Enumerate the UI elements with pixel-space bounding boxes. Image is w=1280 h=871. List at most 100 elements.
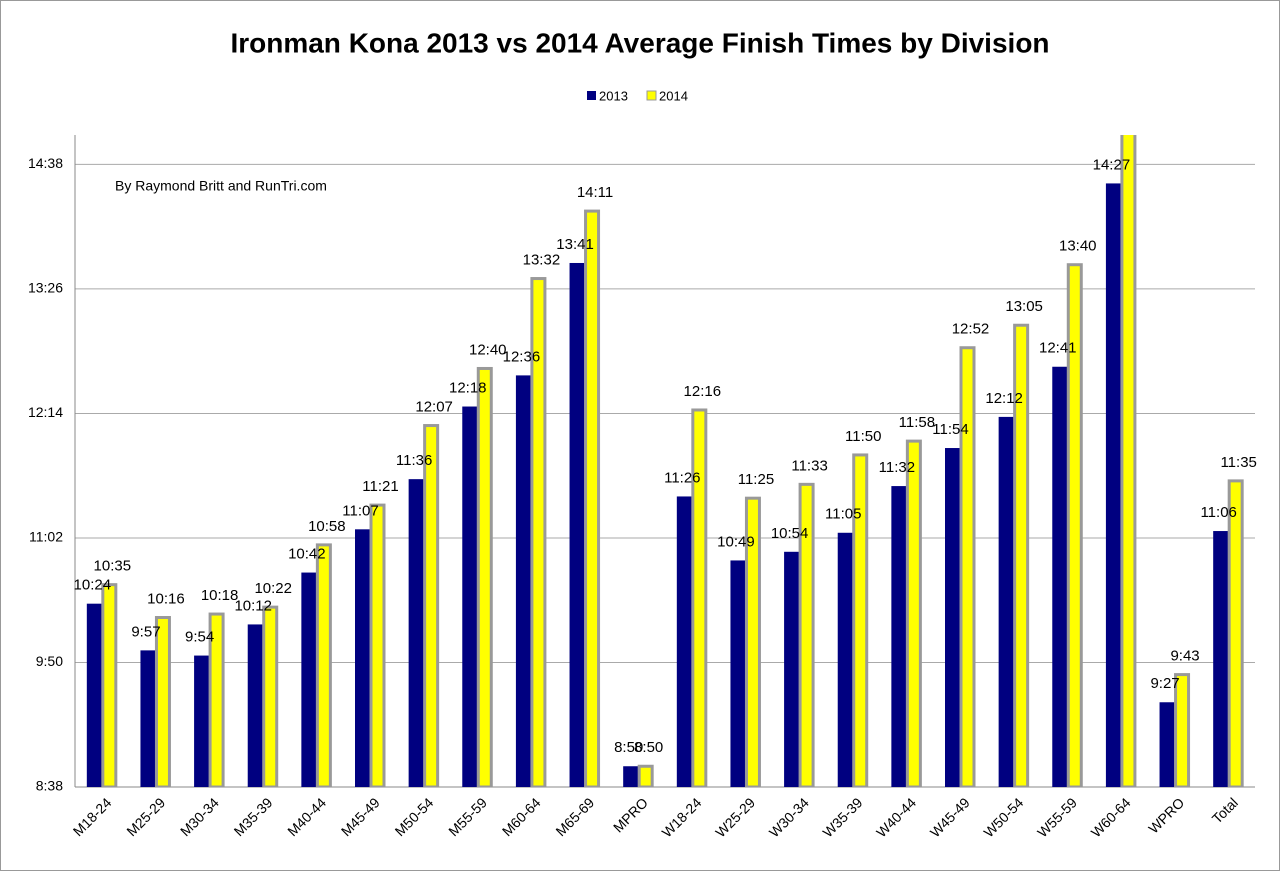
data-label: 10:58 [308, 518, 346, 535]
data-label: 10:42 [288, 546, 326, 563]
bar [1052, 366, 1068, 787]
bar [1120, 135, 1137, 787]
bar [262, 605, 279, 787]
bar [945, 448, 960, 787]
bar [1174, 673, 1191, 787]
data-label: 12:18 [449, 379, 487, 396]
bar [798, 482, 815, 787]
data-label: 12:16 [684, 383, 722, 400]
legend-swatch [587, 91, 596, 100]
data-label: 13:05 [1005, 298, 1043, 315]
data-label: 11:07 [342, 502, 378, 519]
data-label: 13:32 [523, 252, 561, 269]
data-label: 10:54 [771, 525, 809, 542]
bar [355, 529, 370, 787]
data-label: 10:16 [147, 590, 185, 607]
y-tick-label: 13:26 [28, 280, 63, 296]
bar [301, 572, 317, 787]
data-label: 12:07 [415, 399, 453, 416]
data-label: 12:52 [952, 321, 990, 338]
data-label: 14:27 [1093, 156, 1131, 173]
bar [462, 406, 478, 787]
y-tick-label: 14:38 [28, 155, 63, 171]
data-label: 9:57 [131, 623, 160, 640]
chart-title: Ironman Kona 2013 vs 2014 Average Finish… [230, 27, 1049, 58]
data-label: 8:50 [614, 739, 643, 756]
data-label: 11:36 [396, 452, 432, 469]
data-label: 14:11 [577, 184, 613, 201]
data-label: 9:54 [185, 629, 214, 646]
bar [852, 453, 869, 787]
bar [637, 764, 654, 787]
bar [154, 616, 171, 787]
bar [1013, 323, 1030, 787]
data-label: 12:36 [503, 348, 541, 365]
data-label: 11:50 [845, 428, 881, 445]
data-label: 12:40 [469, 341, 507, 358]
bar [194, 655, 210, 787]
data-label: 10:35 [94, 558, 132, 575]
bar [315, 543, 332, 787]
bar [1159, 702, 1175, 787]
bar [691, 408, 708, 787]
bar [530, 277, 547, 787]
data-label: 11:58 [899, 414, 935, 431]
y-tick-label: 8:38 [36, 778, 63, 794]
data-label: 11:21 [362, 478, 398, 495]
data-label: 9:43 [1170, 648, 1199, 665]
bar [1227, 479, 1244, 787]
bar [1066, 263, 1083, 787]
bar [515, 375, 531, 787]
data-label: 8:50 [634, 739, 663, 756]
bar [584, 209, 601, 787]
data-label: 11:25 [738, 471, 774, 488]
bar [623, 766, 639, 787]
legend-swatch [646, 90, 657, 101]
bar [247, 624, 263, 787]
data-label: 11:06 [1200, 504, 1236, 521]
bar [101, 583, 118, 787]
data-label: 11:05 [825, 506, 861, 523]
data-label: 10:24 [74, 577, 112, 594]
y-tick-label: 11:02 [29, 529, 63, 545]
data-label: 11:26 [664, 469, 700, 486]
plot-area [86, 135, 1244, 787]
data-label: 11:54 [932, 421, 968, 438]
bar [676, 496, 692, 787]
bar [784, 551, 800, 787]
y-tick-label: 12:14 [28, 404, 63, 420]
bar [891, 486, 907, 787]
bar [837, 532, 853, 787]
bar [423, 424, 440, 787]
bar [369, 503, 386, 787]
data-label: 13:40 [1059, 238, 1097, 255]
bar [730, 560, 746, 787]
data-label: 12:41 [1039, 340, 1077, 357]
data-label: 11:32 [879, 459, 915, 476]
bar [140, 650, 156, 787]
bar [408, 479, 424, 787]
bar [208, 612, 225, 787]
y-tick-label: 9:50 [36, 653, 63, 669]
data-label: 12:12 [985, 390, 1023, 407]
legend-label: 2013 [599, 88, 628, 103]
bar [998, 416, 1014, 787]
data-label: 10:49 [717, 533, 755, 550]
bar [86, 603, 102, 787]
bar [959, 346, 976, 787]
annotation: By Raymond Britt and RunTri.com [115, 178, 327, 194]
bar [476, 366, 493, 787]
bar [744, 496, 761, 787]
bar [1213, 531, 1229, 787]
data-label: 9:27 [1150, 675, 1179, 692]
bar [569, 262, 585, 787]
data-label: 11:33 [791, 457, 827, 474]
data-label: 10:12 [234, 597, 272, 614]
data-label: 10:22 [254, 580, 292, 597]
bar [905, 439, 922, 787]
data-label: 10:18 [201, 587, 239, 604]
bar [1105, 183, 1121, 787]
data-label: 11:35 [1220, 454, 1256, 471]
